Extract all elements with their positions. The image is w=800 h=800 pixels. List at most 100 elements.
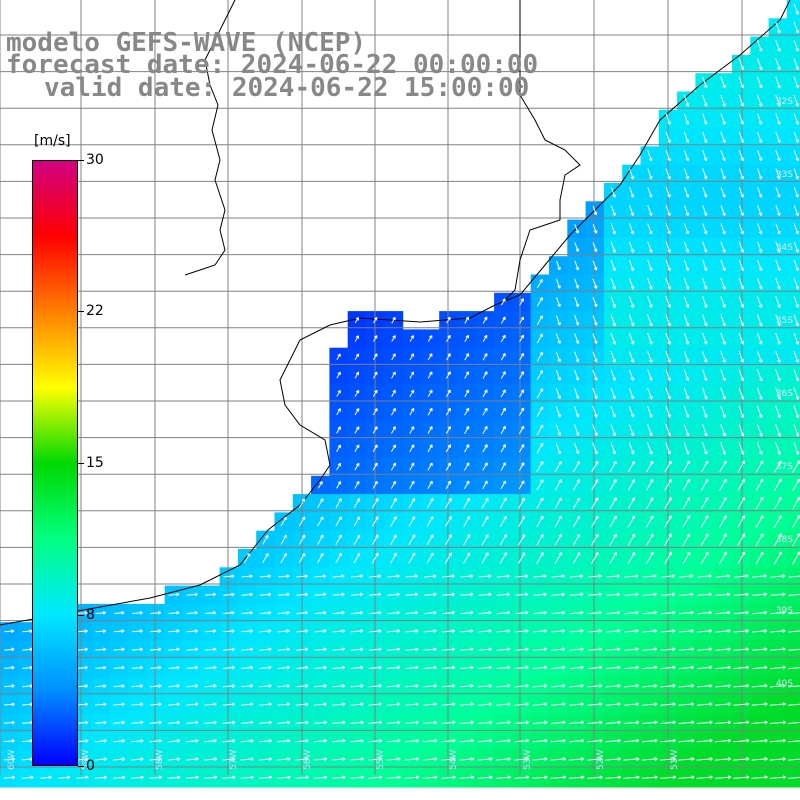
wind-arrow: [204, 685, 217, 688]
wind-arrow: [628, 277, 634, 290]
wind-arrow-head: [434, 703, 438, 707]
wind-arrow-head: [654, 648, 658, 652]
wind-arrow-head: [268, 685, 272, 688]
wind-arrow: [793, 351, 799, 363]
wind-arrow: [720, 387, 726, 400]
wind-arrow: [624, 593, 639, 596]
wind-arrow: [336, 353, 341, 361]
wind-arrow-head: [795, 378, 799, 382]
wind-arrow: [168, 685, 180, 688]
wind-arrow: [335, 534, 342, 545]
wind-arrow-head: [575, 396, 579, 400]
wind-arrow: [587, 593, 602, 596]
wind-arrow-head: [249, 575, 253, 579]
wind-arrow-head: [727, 703, 731, 706]
wind-arrow-head: [341, 612, 345, 615]
wind-arrow-head: [544, 758, 548, 761]
wind-arrow: [500, 389, 506, 398]
wind-arrow-head: [667, 360, 671, 363]
wind-arrow-head: [649, 433, 653, 437]
wind-arrow-head: [122, 740, 126, 743]
wind-arrow-head: [525, 612, 529, 615]
wind-arrow: [701, 405, 708, 418]
wind-arrow-head: [434, 740, 438, 743]
wind-arrow-head: [158, 667, 162, 670]
colorbar-tick-label: 30: [86, 152, 104, 168]
wind-arrow-head: [287, 721, 291, 725]
wind-arrow-head: [557, 377, 561, 381]
wind-arrow-head: [703, 323, 707, 327]
wind-arrow: [775, 351, 781, 363]
wind-arrow-head: [593, 230, 597, 234]
wind-arrow-head: [121, 612, 125, 615]
wind-arrow: [3, 685, 15, 688]
wind-arrow: [350, 593, 363, 596]
wind-arrow: [720, 351, 726, 363]
latitude-label: 40S: [776, 679, 793, 689]
wind-arrow: [700, 460, 709, 473]
wind-arrow: [332, 575, 345, 578]
wind-arrow: [314, 575, 326, 578]
latitude-label: 36S: [776, 389, 793, 399]
wind-arrow-head: [286, 575, 290, 579]
wind-arrow-head: [630, 250, 634, 253]
wind-arrow-head: [782, 648, 786, 652]
wind-arrow: [368, 721, 382, 724]
wind-arrow: [423, 685, 437, 688]
wind-arrow-head: [667, 176, 671, 180]
wind-arrow: [606, 593, 620, 596]
wind-arrow: [295, 666, 309, 669]
wind-arrow: [628, 369, 634, 381]
wind-arrow: [464, 316, 469, 324]
wind-arrow-head: [795, 286, 799, 290]
wind-arrow: [773, 497, 782, 510]
wind-arrow: [572, 515, 581, 528]
wind-arrow: [499, 552, 507, 564]
wind-arrow: [519, 389, 525, 398]
wind-arrow-head: [612, 433, 616, 436]
wind-arrow: [405, 648, 419, 651]
wind-arrow: [660, 648, 676, 651]
wind-arrow-head: [685, 451, 689, 455]
wind-arrow: [770, 630, 786, 633]
wind-arrow-head: [667, 213, 671, 216]
wind-arrow: [793, 40, 799, 52]
wind-arrow: [647, 150, 653, 161]
wind-arrow: [628, 223, 634, 235]
wind-arrow-head: [433, 575, 437, 579]
wind-arrow: [720, 332, 726, 345]
wind-arrow: [551, 685, 566, 688]
wind-arrow-head: [617, 703, 621, 707]
wind-arrow-head: [452, 630, 456, 633]
wind-arrow: [390, 516, 397, 527]
wind-arrow: [113, 630, 125, 633]
wind-arrow: [788, 758, 800, 761]
wind-arrow-head: [122, 776, 126, 780]
wind-arrow: [737, 515, 746, 528]
wind-arrow-head: [452, 776, 456, 780]
wind-arrow-head: [268, 612, 272, 615]
wind-arrow: [423, 740, 438, 743]
wind-arrow: [591, 552, 599, 565]
wind-arrow-head: [305, 703, 309, 707]
wind-arrow-head: [525, 630, 529, 633]
wind-arrow: [792, 460, 800, 473]
wind-arrow: [624, 648, 639, 651]
wind-arrow: [682, 551, 691, 565]
wind-arrow-head: [782, 740, 786, 743]
wind-arrow: [354, 481, 360, 489]
wind-arrow: [775, 168, 781, 180]
wind-arrow: [775, 423, 781, 437]
wind-arrow-head: [231, 685, 235, 688]
wind-arrow-head: [470, 612, 474, 615]
wind-arrow-head: [232, 721, 236, 725]
wind-arrow: [278, 575, 290, 578]
wind-arrow-head: [617, 685, 621, 688]
wind-arrow: [460, 575, 473, 578]
wind-arrow: [788, 593, 800, 596]
wind-arrow: [332, 630, 345, 633]
wind-cell: [786, 91, 800, 111]
wind-arrow: [500, 426, 506, 435]
wind-arrow: [769, 776, 786, 779]
wind-arrow-head: [103, 667, 107, 670]
